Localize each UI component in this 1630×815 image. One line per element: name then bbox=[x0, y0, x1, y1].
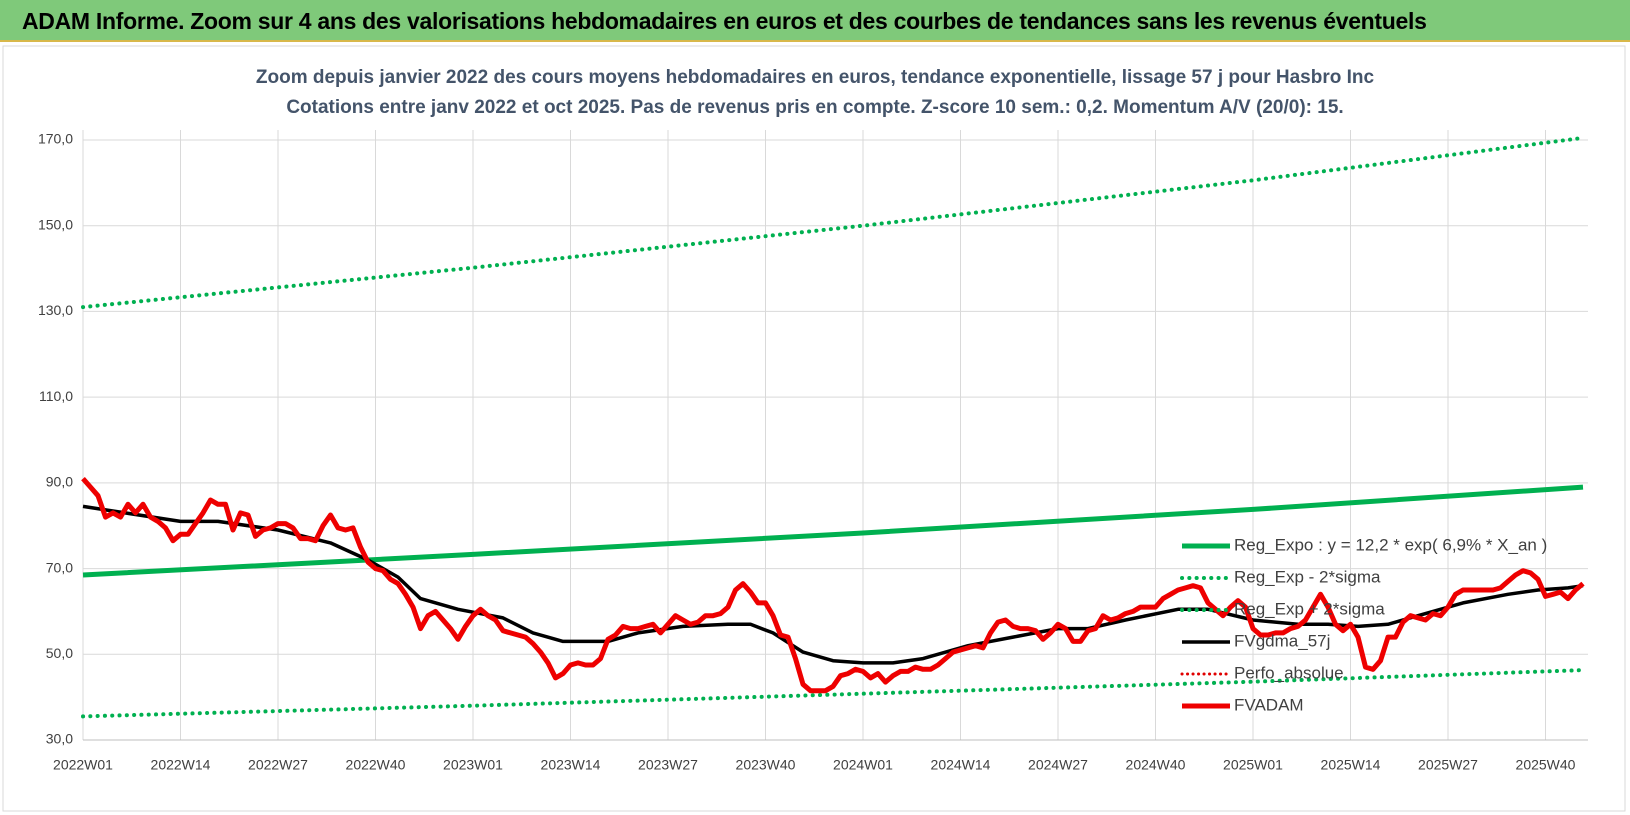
chart: Zoom depuis janvier 2022 des cours moyen… bbox=[2, 45, 1626, 812]
x-tick-label: 2025W01 bbox=[1223, 757, 1283, 773]
x-tick-label: 2024W01 bbox=[833, 757, 893, 773]
header: ADAM Informe. Zoom sur 4 ans des valoris… bbox=[0, 0, 1630, 42]
series-line bbox=[82, 484, 1584, 578]
y-tick-label: 130,0 bbox=[38, 302, 73, 318]
chart-subtitle: Cotations entre janv 2022 et oct 2025. P… bbox=[286, 97, 1343, 118]
x-tick-label: 2025W27 bbox=[1418, 757, 1478, 773]
y-tick-label: 150,0 bbox=[38, 216, 73, 232]
legend-label: Perfo_absolue bbox=[1234, 663, 1344, 682]
y-tick-label: 170,0 bbox=[38, 131, 73, 147]
x-tick-label: 2022W27 bbox=[248, 757, 308, 773]
x-tick-label: 2023W40 bbox=[736, 757, 796, 773]
legend-label: Reg_Expo : y = 12,2 * exp( 6,9% * X_an ) bbox=[1234, 535, 1547, 554]
chart-frame bbox=[2, 45, 1626, 812]
x-tick-label: 2024W14 bbox=[931, 757, 991, 773]
y-tick-label: 30,0 bbox=[46, 731, 73, 747]
x-tick-label: 2025W14 bbox=[1321, 757, 1381, 773]
legend-label: FVgdma_57j bbox=[1234, 631, 1330, 650]
header-title: ADAM Informe. Zoom sur 4 ans des valoris… bbox=[22, 8, 1427, 34]
chart-title: Zoom depuis janvier 2022 des cours moyen… bbox=[256, 67, 1375, 88]
legend-label: Reg_Exp - 2*sigma bbox=[1234, 567, 1381, 586]
series-line bbox=[81, 476, 1585, 694]
series-line bbox=[81, 135, 1585, 310]
y-tick-label: 90,0 bbox=[46, 474, 73, 490]
x-tick-label: 2022W14 bbox=[151, 757, 211, 773]
series-line bbox=[81, 668, 1585, 719]
x-tick-label: 2022W01 bbox=[53, 757, 113, 773]
y-tick-label: 110,0 bbox=[39, 388, 73, 404]
x-tick-label: 2023W27 bbox=[638, 757, 698, 773]
legend-label: Reg_Exp + 2*sigma bbox=[1234, 599, 1385, 618]
x-tick-label: 2023W01 bbox=[443, 757, 503, 773]
x-tick-label: 2024W40 bbox=[1126, 757, 1186, 773]
y-tick-label: 50,0 bbox=[46, 645, 73, 661]
x-tick-label: 2024W27 bbox=[1028, 757, 1088, 773]
legend-label: FVADAM bbox=[1234, 695, 1304, 714]
x-tick-label: 2025W40 bbox=[1516, 757, 1576, 773]
x-tick-label: 2023W14 bbox=[541, 757, 601, 773]
x-tick-label: 2022W40 bbox=[346, 757, 406, 773]
series-line bbox=[82, 504, 1584, 665]
y-tick-label: 70,0 bbox=[46, 559, 73, 575]
